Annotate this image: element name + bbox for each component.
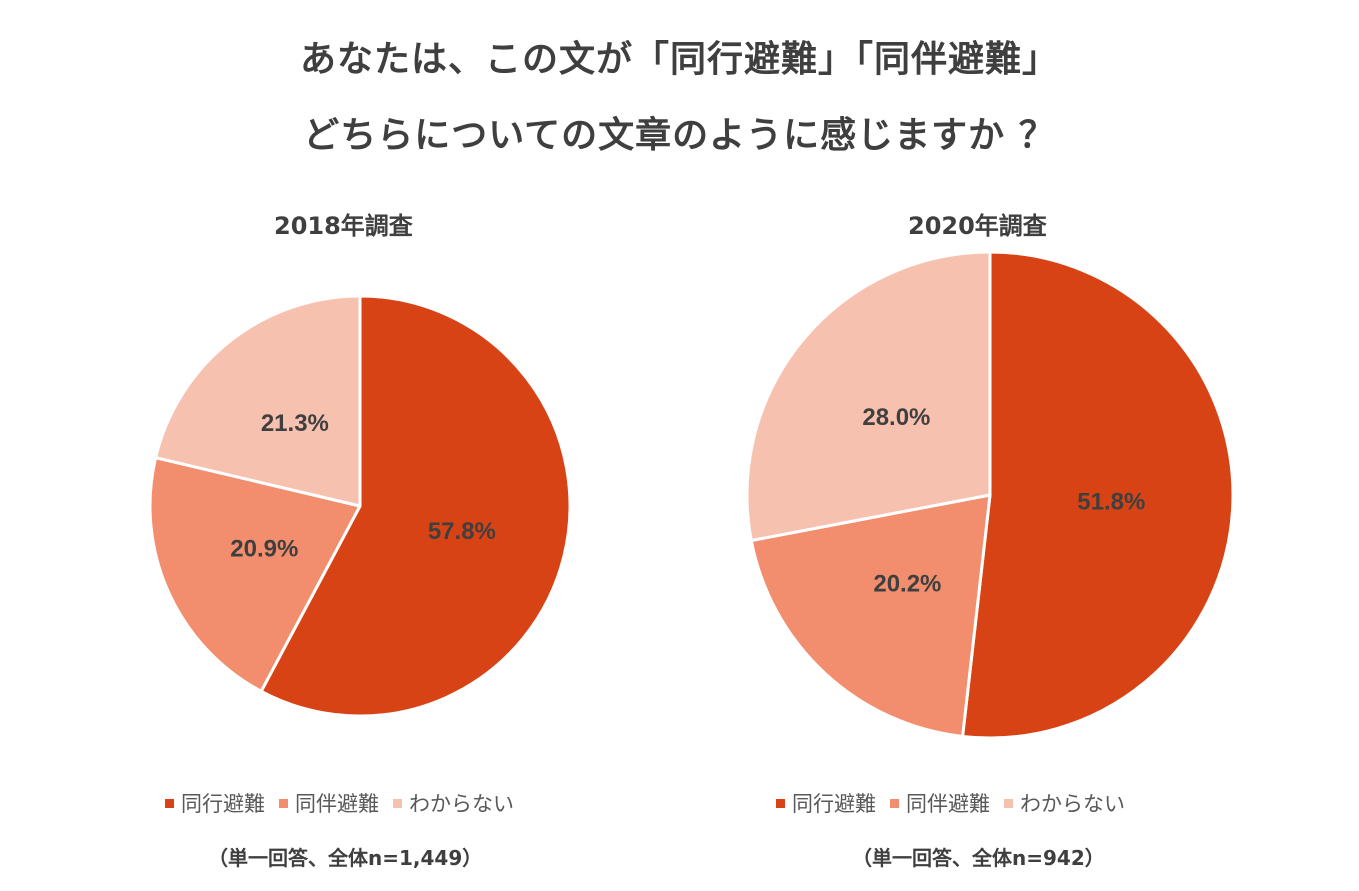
- slice-value-label-douhan-2020: 20.2%: [873, 571, 941, 598]
- legend-label-dokou: 同行避難: [792, 792, 876, 816]
- slice-value-label-dokou-2018: 57.8%: [428, 518, 496, 545]
- legend-item-douhan: 同伴避難: [279, 788, 379, 818]
- legend-swatch-dokou: [776, 798, 785, 808]
- legend-label-douhan: 同伴避難: [295, 792, 379, 816]
- slice-value-label-dokou-2020: 51.8%: [1077, 488, 1145, 515]
- pie-chart-2020: 51.8% 20.2% 28.0%: [745, 250, 1235, 740]
- slice-value-label-wakaranai-2020: 28.0%: [862, 404, 930, 431]
- pie-chart-2018: 57.8% 20.9% 21.3%: [148, 294, 572, 718]
- sample-note-2018: （単一回答、全体n=1,449）: [208, 846, 483, 870]
- title-line-2: どちらについての文章のように感じますか ？: [303, 115, 1056, 156]
- legend-item-wakaranai: わからない: [1004, 788, 1125, 818]
- legend-swatch-wakaranai: [393, 798, 402, 808]
- pie-slice-wakaranai-2018: [154, 294, 362, 508]
- pie-panel-2020: 2020年調査 51.8% 20.2% 28.0% 同行避難 同伴避難 わからない …: [680, 190, 1359, 891]
- pie-slice-wakaranai-2020: [745, 250, 992, 543]
- legend-label-douhan: 同伴避難: [906, 792, 990, 816]
- legend-item-dokou: 同行避難: [165, 788, 265, 818]
- legend-item-dokou: 同行避難: [776, 788, 876, 818]
- legend-swatch-wakaranai: [1004, 798, 1013, 808]
- slice-value-label-wakaranai-2018: 21.3%: [261, 410, 329, 437]
- legend-2020: 同行避難 同伴避難 わからない: [776, 788, 1139, 818]
- chart-title-2018: 2018年調査: [274, 212, 413, 240]
- pie-slice-dokou-2020: [961, 250, 1235, 740]
- legend-label-wakaranai: わからない: [1020, 792, 1125, 816]
- sample-note-2020: （単一回答、全体n=942）: [852, 846, 1105, 870]
- pie-slice-dokou-2018: [259, 294, 572, 718]
- legend-label-dokou: 同行避難: [181, 792, 265, 816]
- legend-label-wakaranai: わからない: [409, 792, 514, 816]
- slice-value-label-douhan-2018: 20.9%: [230, 536, 298, 563]
- legend-swatch-douhan: [890, 798, 899, 808]
- title-line-1: あなたは、この文が「同行避難」「同伴避難」: [299, 39, 1059, 80]
- pie-slice-douhan-2018: [148, 456, 362, 693]
- legend-item-wakaranai: わからない: [393, 788, 514, 818]
- legend-swatch-dokou: [165, 798, 174, 808]
- legend-item-douhan: 同伴避難: [890, 788, 990, 818]
- legend-2018: 同行避難 同伴避難 わからない: [165, 788, 528, 818]
- pie-slice-douhan-2020: [749, 493, 992, 738]
- pie-panel-2018: 2018年調査 57.8% 20.9% 21.3% 同行避難 同伴避難 わからない …: [0, 190, 720, 891]
- chart-title-2020: 2020年調査: [908, 212, 1047, 240]
- legend-swatch-douhan: [279, 798, 288, 808]
